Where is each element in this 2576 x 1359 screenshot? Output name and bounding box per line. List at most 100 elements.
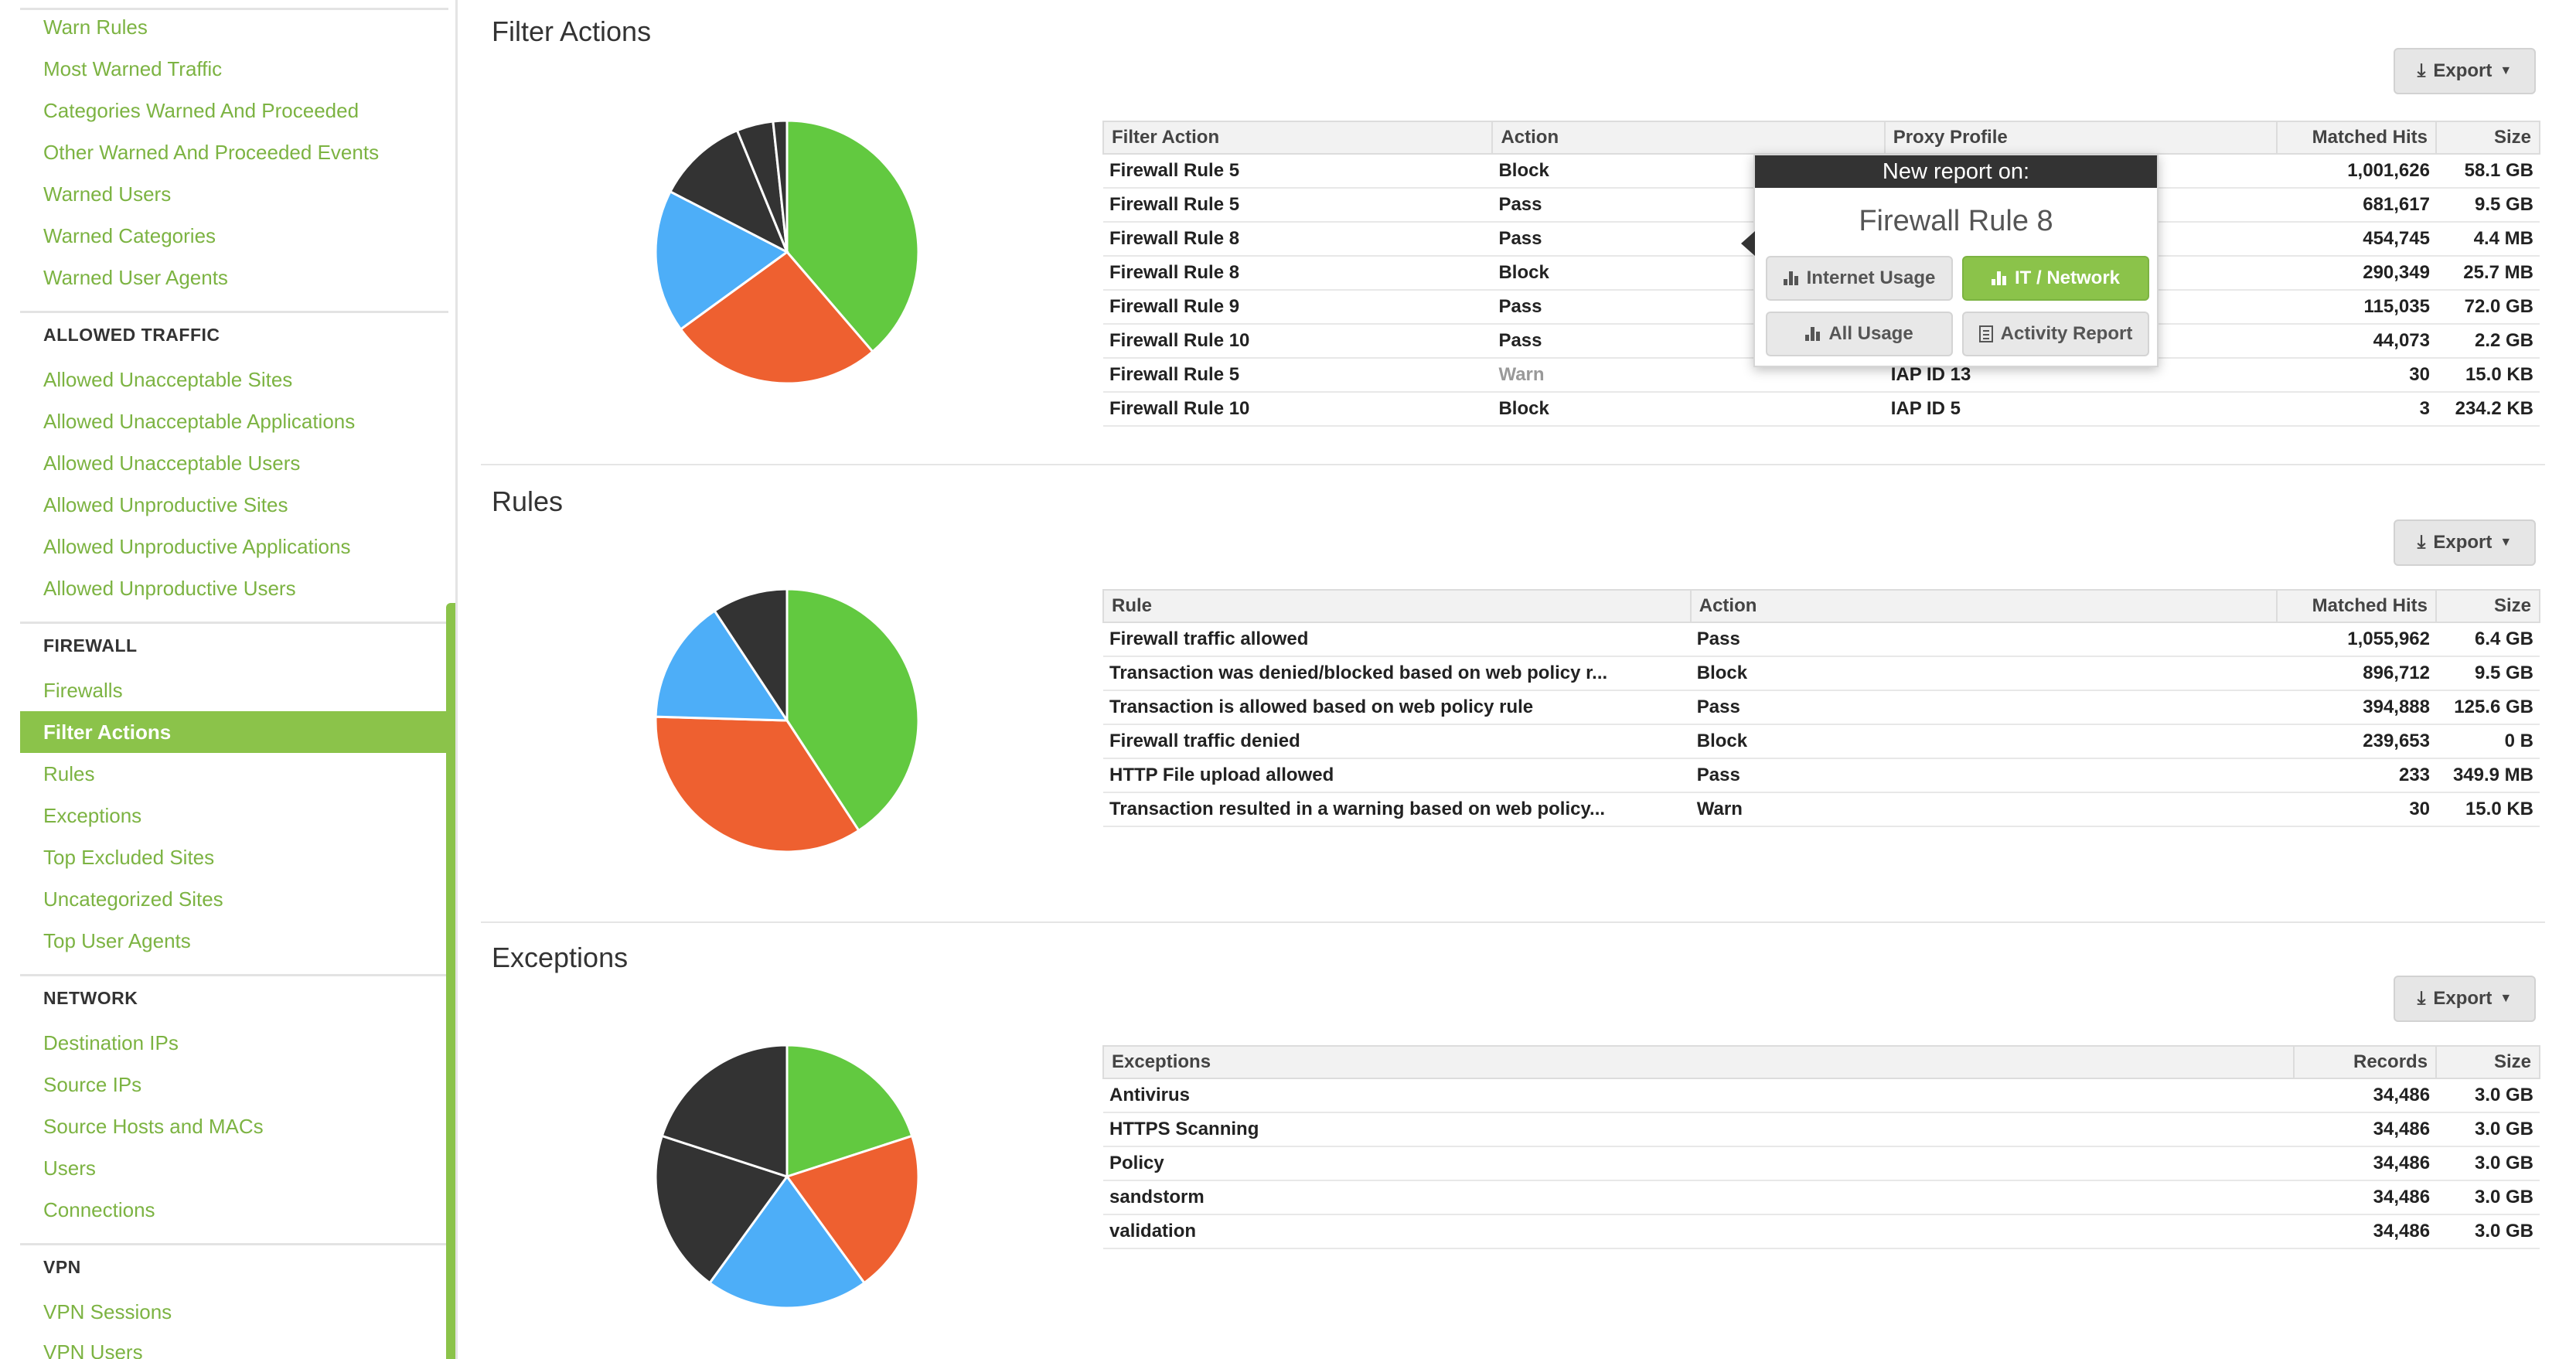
pie-slice[interactable] [772,119,789,253]
sidebar-item-allowed-unproductive-sites[interactable]: Allowed Unproductive Sites [43,493,288,516]
caret-down-icon: ▼ [2499,536,2513,549]
table-cell: 394,888 [2277,690,2437,725]
pie-slice[interactable] [654,1134,789,1285]
table-row[interactable]: Transaction is allowed based on web poli… [1103,690,2540,725]
table-cell: 15.0 KB [2435,358,2540,393]
sidebar-item-allowed-unacceptable-applications[interactable]: Allowed Unacceptable Applications [43,410,356,433]
sidebar-item-connections[interactable]: Connections [43,1198,155,1221]
table-cell: HTTP File upload allowed [1103,758,1691,793]
internet-usage-button[interactable]: Internet Usage [1766,256,1953,301]
sidebar-item-warned-users[interactable]: Warned Users [43,182,172,206]
sidebar-item-source-hosts-macs[interactable]: Source Hosts and MACs [43,1115,264,1138]
sidebar-item-top-excluded-sites[interactable]: Top Excluded Sites [43,846,215,869]
sidebar-scrollbar[interactable] [446,603,455,1359]
table-row[interactable]: Antivirus 34,486 3.0 GB [1103,1078,2540,1113]
pie-slice[interactable] [713,588,789,724]
export-button[interactable]: ⤓ Export ▼ [2394,519,2536,566]
table-cell: 3 [2277,392,2436,427]
column-header[interactable]: Size [2435,1045,2540,1079]
column-header[interactable]: Action [1689,589,2278,623]
column-header[interactable]: Size [2435,589,2540,623]
table-cell: Pass [1690,758,2278,793]
table-cell: Firewall traffic denied [1103,724,1691,759]
pie-slice[interactable] [785,119,920,354]
sidebar-item-allowed-unacceptable-sites[interactable]: Allowed Unacceptable Sites [43,368,293,391]
table-row[interactable]: Firewall traffic allowed Pass 1,055,962 6.4… [1103,622,2540,657]
sidebar-item-top-user-agents[interactable]: Top User Agents [43,929,191,952]
table-cell: 896,712 [2277,656,2437,691]
activity-report-button[interactable]: Activity Report [1962,312,2149,356]
sidebar-item-users[interactable]: Users [43,1156,96,1180]
sidebar-item-vpn-sessions[interactable]: VPN Sessions [43,1300,172,1323]
column-header[interactable]: Exceptions [1102,1045,2295,1079]
table-cell: 34,486 [2294,1146,2437,1181]
table-cell: 454,745 [2277,222,2436,257]
sidebar-item-uncategorized-sites[interactable]: Uncategorized Sites [43,887,223,911]
table-cell: 30 [2277,358,2436,393]
sidebar-item-most-warned-traffic[interactable]: Most Warned Traffic [43,57,223,80]
column-header[interactable]: Rule [1102,589,1692,623]
popover-arrow [1741,231,1755,256]
table-row[interactable]: sandstorm 34,486 3.0 GB [1103,1180,2540,1215]
sidebar-item-vpn-users[interactable]: VPN Users [43,1340,143,1359]
export-button[interactable]: ⤓ Export ▼ [2394,976,2536,1022]
sidebar-item-source-ips[interactable]: Source IPs [43,1073,142,1096]
pie-slice[interactable] [654,715,860,853]
column-header[interactable]: Action [1491,121,1886,155]
column-header[interactable]: Size [2435,121,2541,155]
table-cell: Policy [1103,1146,2295,1181]
export-button[interactable]: ⤓ Export ▼ [2394,48,2536,94]
table-row[interactable]: Transaction was denied/blocked based on … [1103,656,2540,691]
column-header[interactable]: Filter Action [1102,121,1494,155]
column-header[interactable]: Proxy Profile [1883,121,2278,155]
pie-slice[interactable] [660,1044,789,1179]
pie-slice[interactable] [654,609,789,722]
table-cell: IAP ID 13 [1884,358,2278,393]
sidebar-item-allowed-unproductive-applications[interactable]: Allowed Unproductive Applications [43,535,351,558]
sidebar-item-warned-user-agents[interactable]: Warned User Agents [43,266,228,289]
sidebar-heading-firewall: FIREWALL [43,635,138,656]
download-icon: ⤓ [2417,60,2426,81]
bar-chart-icon [1991,271,2007,285]
sidebar-item-warned-categories[interactable]: Warned Categories [43,224,216,247]
table-row[interactable]: Firewall traffic denied Block 239,653 0 B [1103,724,2540,759]
table-row[interactable]: HTTPS Scanning 34,486 3.0 GB [1103,1112,2540,1147]
table-row[interactable]: Firewall Rule 10 Block IAP ID 5 3 234.2 KB [1103,392,2540,427]
column-header[interactable]: Matched Hits [2276,121,2437,155]
table-row[interactable]: HTTP File upload allowed Pass 233 349.9 MB [1103,758,2540,793]
sidebar-item-allowed-unacceptable-users[interactable]: Allowed Unacceptable Users [43,451,301,475]
pie-chart-filter-actions [654,119,920,385]
it-network-button[interactable]: IT / Network [1962,256,2149,301]
table-row[interactable]: Policy 34,486 3.0 GB [1103,1146,2540,1181]
pie-slice[interactable] [679,250,874,385]
table-cell: 3.0 GB [2436,1112,2540,1147]
table-cell: validation [1103,1214,2295,1249]
table-cell: 125.6 GB [2436,690,2540,725]
table-cell: Transaction was denied/blocked based on … [1103,656,1691,691]
sidebar-item-firewalls[interactable]: Firewalls [43,679,123,702]
sidebar-item-destination-ips[interactable]: Destination IPs [43,1031,179,1054]
sidebar-item-filter-actions[interactable]: Filter Actions [20,711,448,753]
sidebar-item-exceptions[interactable]: Exceptions [43,804,142,827]
sidebar-item-other-warned-events[interactable]: Other Warned And Proceeded Events [43,141,380,164]
table-cell: Transaction is allowed based on web poli… [1103,690,1691,725]
column-header[interactable]: Matched Hits [2276,589,2438,623]
all-usage-button[interactable]: All Usage [1766,312,1953,356]
table-cell: 34,486 [2294,1180,2437,1215]
pie-slice[interactable] [654,189,789,332]
table-cell: 4.4 MB [2435,222,2540,257]
sidebar-item-categories-warned[interactable]: Categories Warned And Proceeded [43,99,359,122]
table-row[interactable]: validation 34,486 3.0 GB [1103,1214,2540,1249]
table-row[interactable]: Firewall Rule 5 Warn IAP ID 13 30 15.0 KB [1103,358,2540,393]
pie-slice[interactable] [785,1044,914,1179]
column-header[interactable]: Records [2293,1045,2438,1079]
sidebar-item-warn-rules[interactable]: Warn Rules [43,15,148,39]
pie-slice[interactable] [785,1134,920,1285]
pie-slice[interactable] [668,128,789,255]
sidebar-item-rules[interactable]: Rules [43,762,95,785]
pie-slice[interactable] [707,1174,867,1310]
table-row[interactable]: Transaction resulted in a warning based … [1103,792,2540,827]
sidebar-heading-vpn: VPN [43,1257,81,1277]
table-cell: 234.2 KB [2435,392,2540,427]
sidebar-item-allowed-unproductive-users[interactable]: Allowed Unproductive Users [43,577,296,600]
